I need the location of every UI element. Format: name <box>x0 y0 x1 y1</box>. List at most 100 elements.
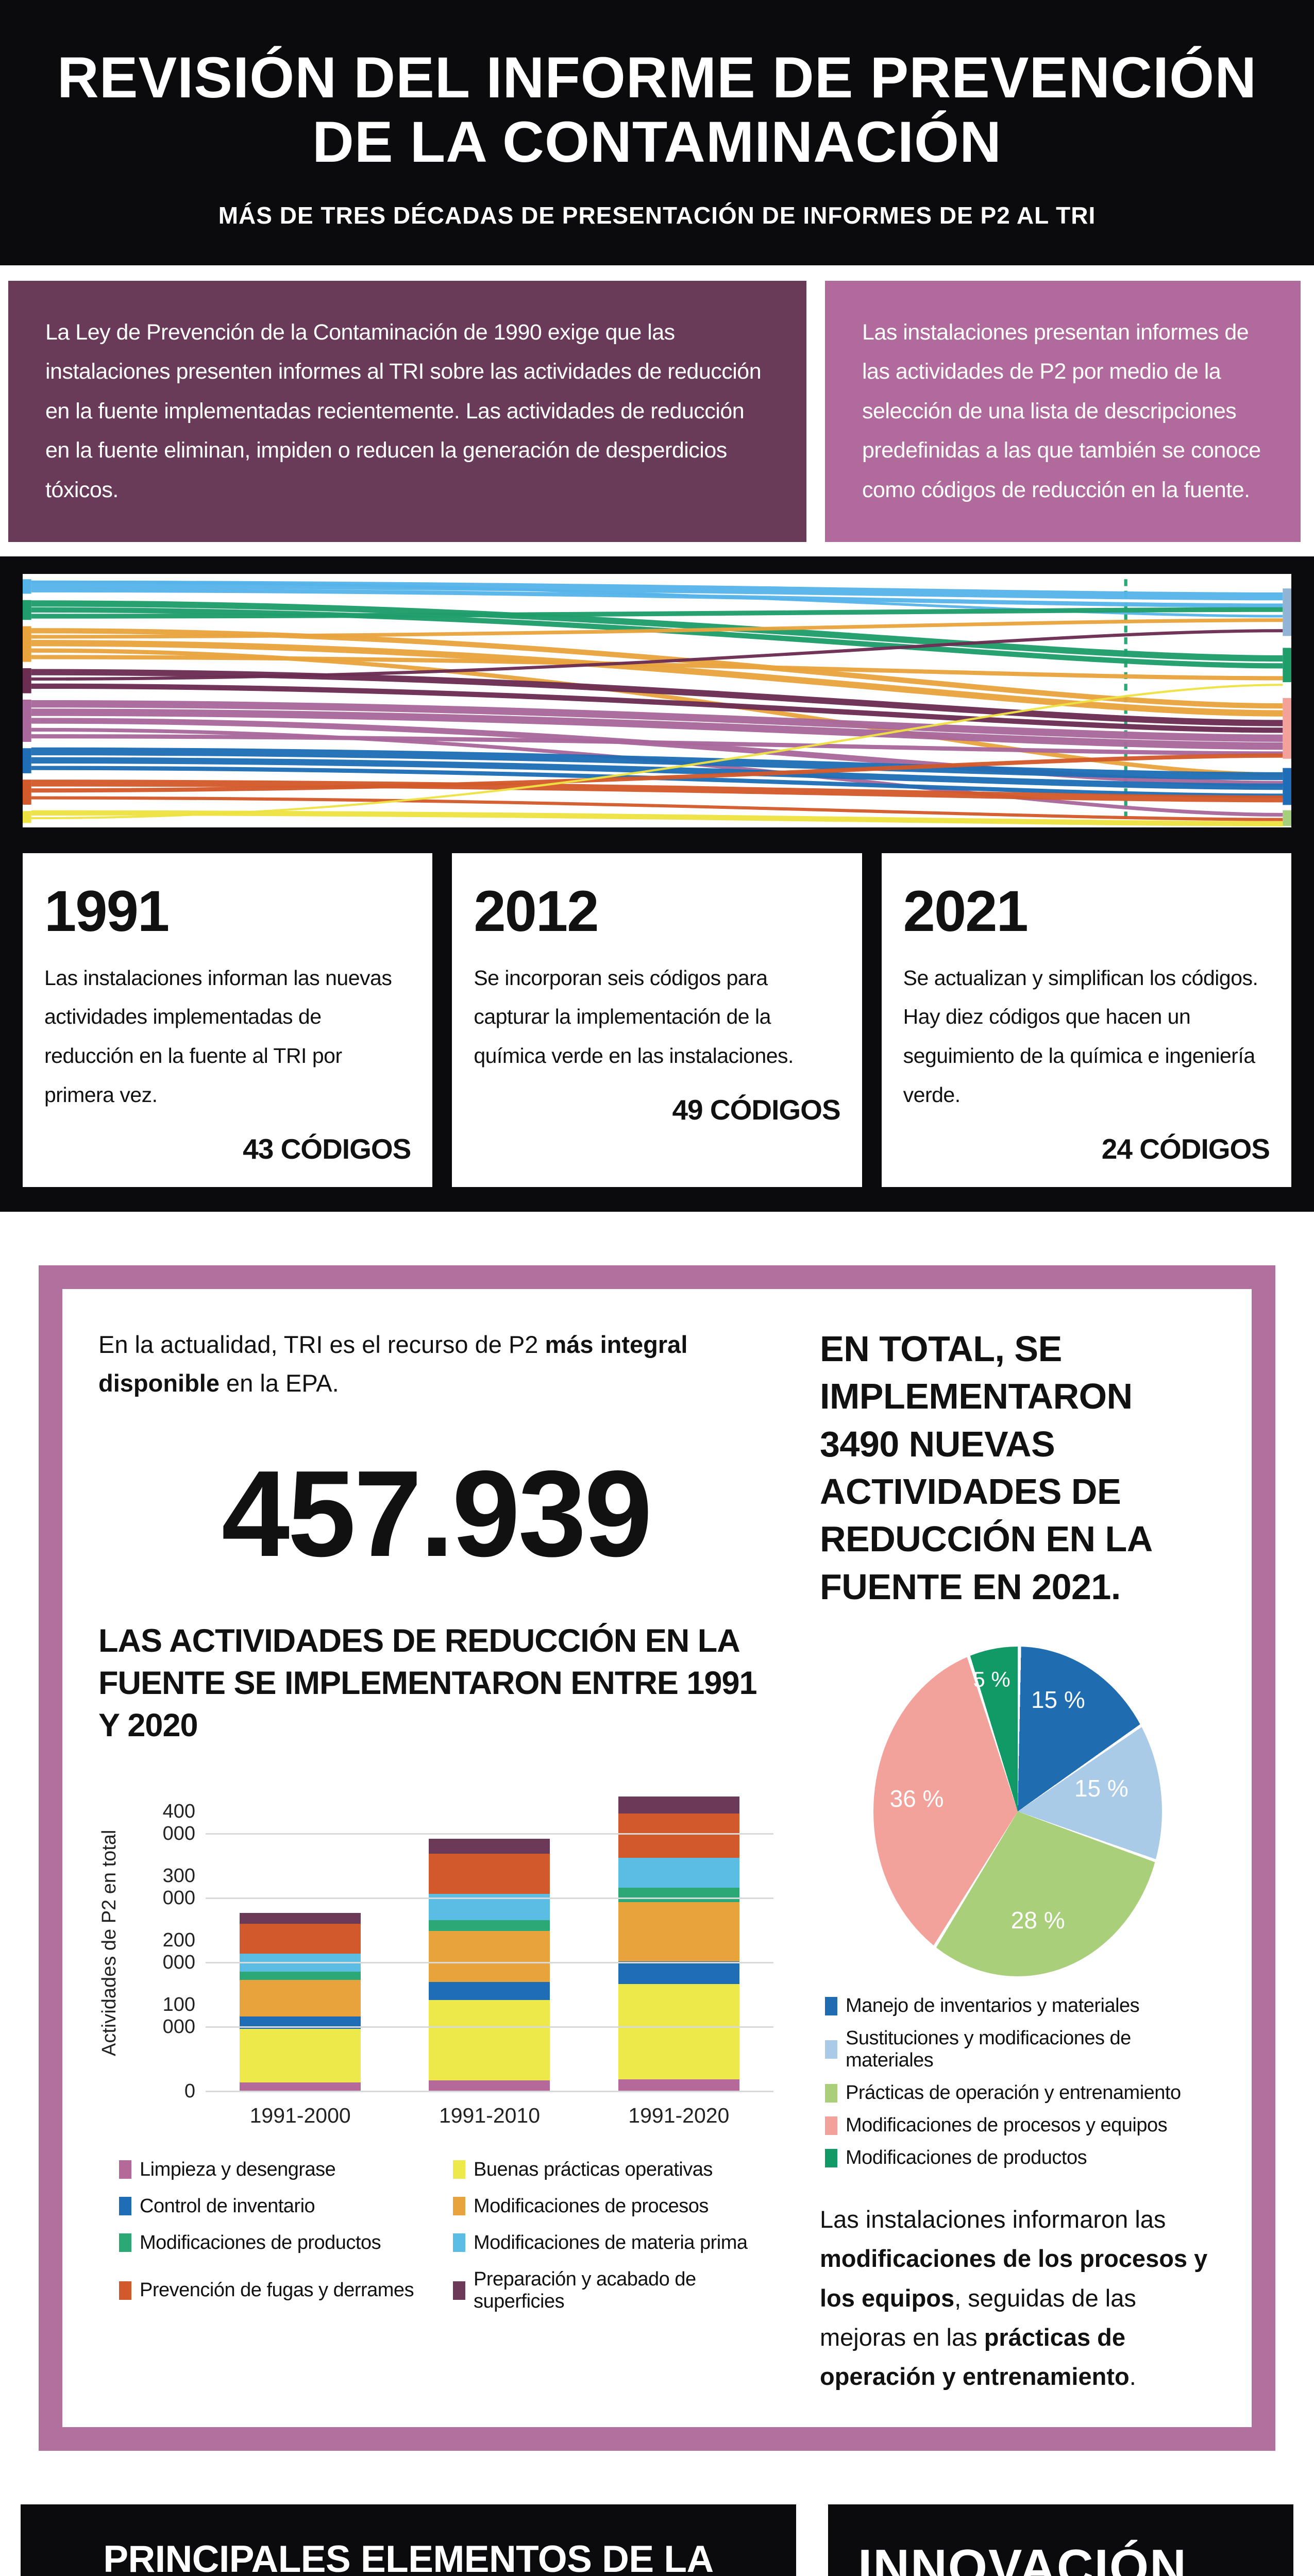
timeline-text: Se actualizan y simplifican los códigos.… <box>903 965 1258 1107</box>
bar-chart-title: LAS ACTIVIDADES DE REDUCCIÓN EN LA FUENT… <box>98 1623 757 1744</box>
pie-label: 28 % <box>1010 1907 1065 1934</box>
legend-swatch <box>825 2116 837 2135</box>
stacked-bar-1991-2020 <box>618 1796 739 2092</box>
page-subtitle: MÁS DE TRES DÉCADAS DE PRESENTACIÓN DE I… <box>218 201 1096 229</box>
legend-swatch <box>453 2197 465 2216</box>
legend-label: Prácticas de operación y entrenamiento <box>846 2082 1181 2104</box>
pie-chart-title: EN TOTAL, SE IMPLEMENTARON 3490 NUEVAS A… <box>820 1328 1152 1607</box>
bar-chart-column: En la actualidad, TRI es el recurso de P… <box>98 1325 773 2396</box>
pie-legend-item: Sustituciones y modificaciones de materi… <box>825 2027 1216 2072</box>
timeline-year: 1991 <box>44 878 170 943</box>
gridline <box>206 1961 773 1963</box>
stats-panel: En la actualidad, TRI es el recurso de P… <box>39 1265 1275 2451</box>
legend-swatch <box>825 2040 837 2059</box>
bar-chart-y-axis-label: Actividades de P2 en total <box>98 1829 120 2056</box>
bar-chart: Actividades de P2 en total 0 100 000 200 0… <box>98 1783 773 2128</box>
principales-title: PRINCIPALES ELEMENTOS DE LA PREVENCIÓN D… <box>21 2504 796 2576</box>
timeline-cards: 1991 Las instalaciones informan las nuev… <box>23 853 1291 1187</box>
total-activities-number: 457.939 <box>221 1446 652 1583</box>
bar-segment <box>618 1887 739 1902</box>
pie-label: 15 % <box>1031 1686 1085 1713</box>
y-tick-label: 200 000 <box>162 1929 195 1973</box>
pie-chart-circle <box>873 1647 1162 1977</box>
header-banner: REVISIÓN DEL INFORME DE PREVENCIÓN DE LA… <box>0 0 1314 265</box>
pie-note-text: Las instalaciones informaron las modific… <box>820 2206 1208 2390</box>
x-axis-label: 1991-2020 <box>628 2103 730 2127</box>
legend-swatch <box>453 2160 465 2179</box>
sankey-diagram <box>23 579 1291 826</box>
legend-label: Manejo de inventarios y materiales <box>846 1995 1140 2017</box>
timeline-card-2012: 2012 Se incorporan seis códigos para cap… <box>452 853 862 1187</box>
pie-chart: 15 % 15 % 28 % 36 % 5 % <box>873 1647 1162 1977</box>
bar-chart-bars <box>206 1783 773 2092</box>
bar-legend-item: Modificaciones de productos <box>119 2232 440 2254</box>
timeline-codes-badge: 24 CÓDIGOS <box>1101 1132 1270 1165</box>
bar-chart-x-labels: 1991-2000 1991-2010 1991-2020 <box>206 2104 773 2128</box>
gridline <box>206 1897 773 1899</box>
bar-legend-item: Modificaciones de materia prima <box>453 2232 773 2254</box>
bar-segment <box>618 1857 739 1888</box>
pie-legend-item: Manejo de inventarios y materiales <box>825 1995 1216 2017</box>
stacked-bar-1991-2000 <box>240 1912 361 2092</box>
intro-law-box: La Ley de Prevención de la Contaminación… <box>8 280 806 542</box>
intro-section: La Ley de Prevención de la Contaminación… <box>0 265 1314 542</box>
bar-segment <box>429 1838 550 1854</box>
x-axis-label: 1991-2000 <box>249 2103 351 2127</box>
pie-label: 36 % <box>889 1785 944 1812</box>
bar-legend-item: Control de inventario <box>119 2195 440 2217</box>
legend-label: Preparación y acabado de superficies <box>474 2268 696 2312</box>
bar-chart-legend: Limpieza y desengrase Buenas prácticas op… <box>119 2159 773 2313</box>
legend-swatch <box>119 2160 131 2179</box>
bar-segment <box>240 1979 361 2016</box>
timeline-codes-badge: 49 CÓDIGOS <box>672 1094 840 1126</box>
bar-legend-item: Preparación y acabado de superficies <box>453 2268 773 2313</box>
bar-segment <box>240 2028 361 2082</box>
page-title: REVISIÓN DEL INFORME DE PREVENCIÓN DE LA… <box>57 45 1257 175</box>
timeline-card-1991: 1991 Las instalaciones informan las nuev… <box>23 853 433 1187</box>
legend-label: Control de inventario <box>140 2195 315 2217</box>
bar-segment <box>618 1984 739 2079</box>
bar-segment <box>240 1912 361 1924</box>
principales-section: PRINCIPALES ELEMENTOS DE LA PREVENCIÓN D… <box>21 2504 1293 2576</box>
timeline-section: 1991 Las instalaciones informan las nuev… <box>0 556 1314 1212</box>
legend-label: Prevención de fugas y derrames <box>140 2279 414 2301</box>
bar-segment <box>618 1796 739 1814</box>
bar-segment <box>240 1923 361 1954</box>
y-tick-label: 100 000 <box>162 1993 195 2038</box>
legend-label: Limpieza y desengrase <box>140 2158 336 2180</box>
bar-segment <box>429 1930 550 1982</box>
legend-label: Sustituciones y modificaciones de materi… <box>846 2027 1131 2072</box>
bar-segment <box>240 1971 361 1980</box>
legend-label: Modificaciones de productos <box>140 2231 381 2253</box>
bar-segment <box>429 1920 550 1931</box>
bar-segment <box>240 2082 361 2092</box>
pie-legend-item: Prácticas de operación y entrenamiento <box>825 2082 1216 2104</box>
bar-segment <box>618 1902 739 1961</box>
legend-label: Modificaciones de materia prima <box>474 2231 748 2253</box>
timeline-codes-badge: 43 CÓDIGOS <box>243 1132 411 1165</box>
pie-legend-item: Modificaciones de procesos y equipos <box>825 2114 1216 2137</box>
gridline <box>206 2026 773 2028</box>
timeline-year: 2012 <box>474 878 599 943</box>
x-axis-label: 1991-2010 <box>439 2103 541 2127</box>
legend-label: Modificaciones de productos <box>846 2147 1087 2169</box>
pie-chart-column: EN TOTAL, SE IMPLEMENTARON 3490 NUEVAS A… <box>820 1325 1216 2396</box>
timeline-text: Se incorporan seis códigos para capturar… <box>474 965 794 1068</box>
y-tick-label: 300 000 <box>162 1865 195 1909</box>
bar-chart-plot: 0 100 000 200 000 300 000 400 000 <box>163 1783 773 2102</box>
legend-swatch <box>825 2083 837 2103</box>
bar-segment <box>618 2079 739 2092</box>
innovacion-box: INNOVACIÓN de la industria es necesaria … <box>828 2504 1293 2576</box>
bar-segment <box>429 1853 550 1894</box>
bar-legend-item: Modificaciones de procesos <box>453 2195 773 2217</box>
bar-legend-item: Buenas prácticas operativas <box>453 2159 773 2181</box>
timeline-card-2021: 2021 Se actualizan y simplifican los cód… <box>881 853 1291 1187</box>
legend-swatch <box>825 2148 837 2167</box>
legend-swatch <box>825 1996 837 2015</box>
pie-chart-legend: Manejo de inventarios y materiales Sustit… <box>825 1995 1216 2169</box>
y-tick-label: 0 <box>184 2080 195 2102</box>
legend-label: Modificaciones de procesos <box>474 2195 709 2217</box>
legend-swatch <box>119 2233 131 2252</box>
bar-legend-item: Prevención de fugas y derrames <box>119 2268 440 2313</box>
